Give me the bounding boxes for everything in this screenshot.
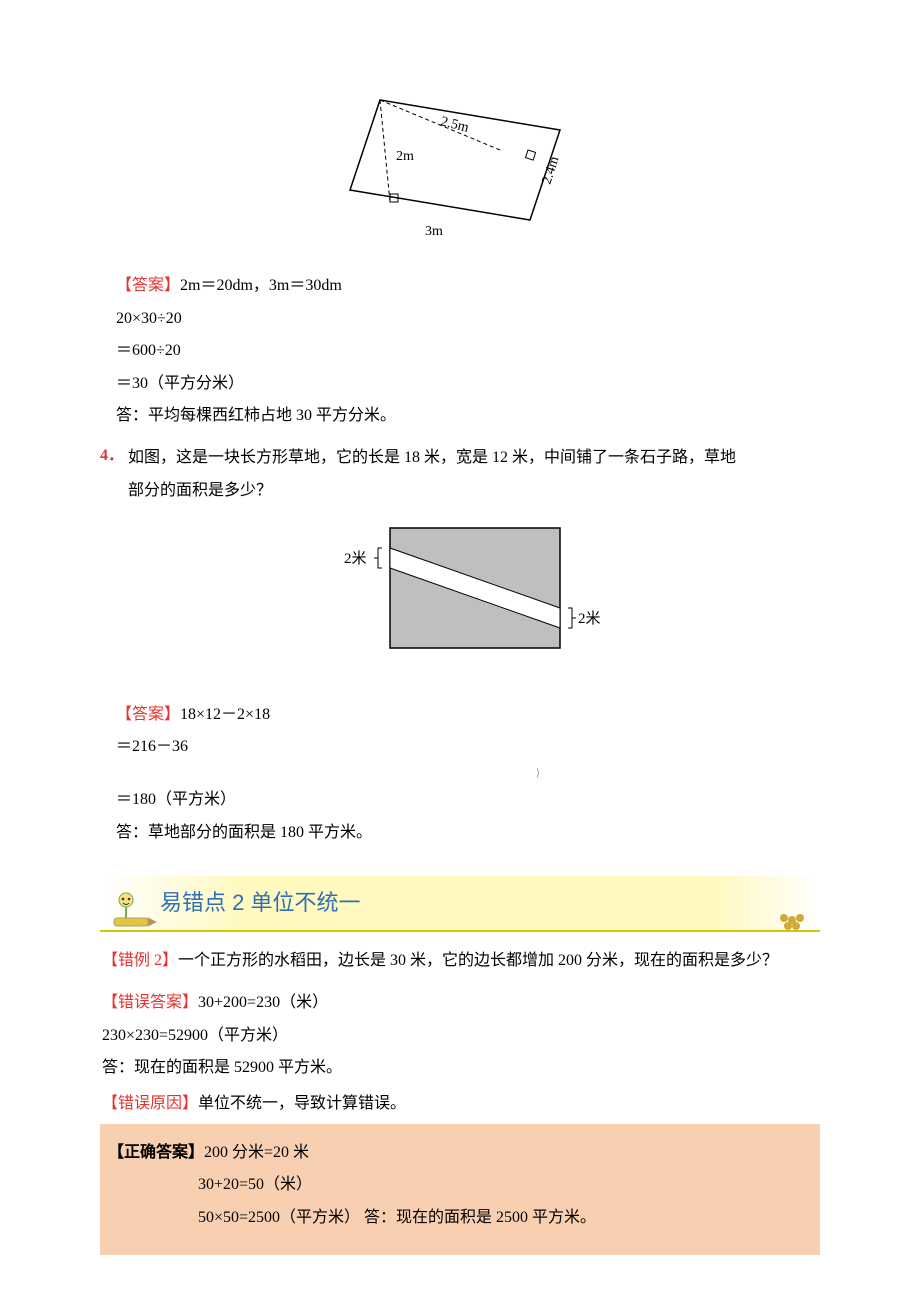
answer-1-label: 【答案】: [116, 277, 180, 294]
d1-label-base: 3m: [425, 224, 443, 239]
wrong-l3: 答：现在的面积是 52900 平方米。: [102, 1053, 820, 1083]
d1-label-top: 2.5m: [439, 114, 470, 135]
example-2: 【错例 2】一个正方形的水稻田，边长是 30 米，它的边长都增加 200 分米，…: [102, 946, 820, 976]
answer-2-label: 【答案】: [116, 706, 180, 723]
answer-1-l4: ＝30（平方分米）: [116, 369, 820, 399]
answer-1-l2: 20×30÷20: [116, 304, 820, 334]
question-4-number: 4．: [100, 441, 124, 471]
cursor-mark: ⟩: [536, 764, 820, 783]
pencil-icon: [108, 888, 158, 934]
d2-right-label: 2米: [578, 610, 601, 627]
reason-label: 【错误原因】: [102, 1095, 198, 1112]
parallelogram-svg: 2.5m 2m 2.4m 3m: [310, 90, 610, 240]
banner-title: 易错点 2 单位不统一: [160, 890, 360, 915]
question-4-text1: 如图，这是一块长方形草地，它的长是 18 米，宽是 12 米，中间铺了一条石子路…: [128, 443, 736, 473]
flower-icon: [774, 906, 810, 936]
example-2-label: 【错例 2】: [102, 952, 178, 969]
answer-1: 【答案】2m＝20dm，3m＝30dm 20×30÷20 ＝600÷20 ＝30…: [102, 271, 820, 431]
lawn-svg: 2米 2米: [310, 518, 610, 668]
answer-2-l4: 答：草地部分的面积是 180 平方米。: [116, 818, 820, 848]
parallelogram-figure: 2.5m 2m 2.4m 3m: [100, 90, 820, 251]
answer-2: 【答案】18×12－2×18 ＝216－36 ⟩ ＝180（平方米） 答：草地部…: [102, 700, 820, 849]
answer-2-l2: ＝216－36: [116, 732, 820, 762]
reason-text: 单位不统一，导致计算错误。: [198, 1095, 406, 1112]
lawn-figure: 2米 2米: [100, 518, 820, 679]
answer-2-l1: 18×12－2×18: [180, 706, 270, 723]
answer-1-l1: 2m＝20dm，3m＝30dm: [180, 277, 342, 294]
wrong-answer: 【错误答案】30+200=230（米） 230×230=52900（平方米） 答…: [102, 988, 820, 1083]
answer-2-l3: ＝180（平方米）: [116, 785, 820, 815]
correct-l2: 30+20=50（米）: [108, 1170, 812, 1200]
d1-label-right: 2.4m: [540, 154, 563, 186]
wrong-l1: 30+200=230（米）: [198, 994, 328, 1011]
correct-l1: 200 分米=20 米: [204, 1144, 309, 1161]
wrong-label: 【错误答案】: [102, 994, 198, 1011]
wrong-reason: 【错误原因】单位不统一，导致计算错误。: [102, 1089, 820, 1119]
correct-answer-box: 【正确答案】200 分米=20 米 30+20=50（米） 50×50=2500…: [100, 1124, 820, 1255]
d1-label-height: 2m: [396, 149, 414, 164]
question-4-text2: 部分的面积是多少？: [128, 476, 736, 506]
correct-l3: 50×50=2500（平方米） 答：现在的面积是 2500 平方米。: [108, 1203, 812, 1233]
wrong-l2: 230×230=52900（平方米）: [102, 1021, 820, 1051]
answer-1-l5: 答：平均每棵西红柿占地 30 平方分米。: [116, 401, 820, 431]
answer-1-l3: ＝600÷20: [116, 336, 820, 366]
example-2-text: 一个正方形的水稻田，边长是 30 米，它的边长都增加 200 分米，现在的面积是…: [178, 952, 778, 969]
question-4: 4． 如图，这是一块长方形草地，它的长是 18 米，宽是 12 米，中间铺了一条…: [100, 441, 820, 508]
correct-label: 【正确答案】: [108, 1144, 204, 1161]
d2-left-label: 2米: [344, 550, 367, 567]
error-point-banner: 易错点 2 单位不统一: [100, 876, 820, 932]
